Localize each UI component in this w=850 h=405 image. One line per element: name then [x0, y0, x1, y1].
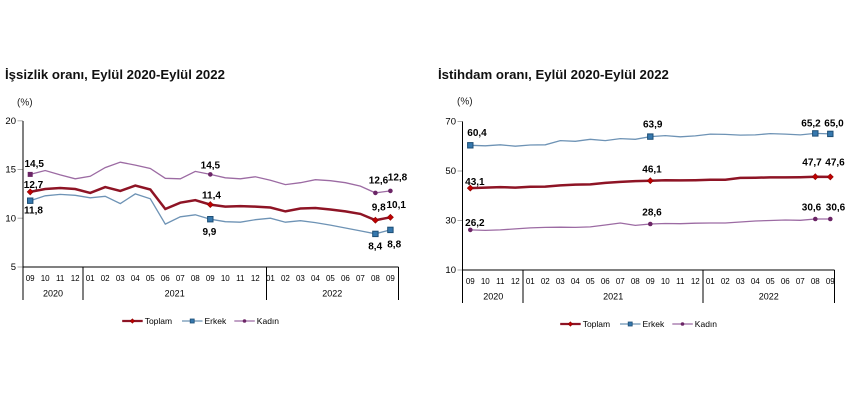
svg-text:2020: 2020: [43, 289, 63, 299]
svg-text:10: 10: [5, 213, 16, 224]
svg-text:09: 09: [826, 277, 835, 286]
svg-text:05: 05: [326, 274, 335, 283]
svg-text:10: 10: [221, 274, 230, 283]
svg-text:07: 07: [356, 274, 365, 283]
svg-text:08: 08: [631, 277, 640, 286]
svg-text:02: 02: [101, 274, 110, 283]
svg-text:09: 09: [646, 277, 655, 286]
svg-text:2021: 2021: [603, 292, 623, 302]
svg-text:01: 01: [706, 277, 715, 286]
svg-text:Kadın: Kadın: [257, 316, 279, 326]
svg-text:65,2: 65,2: [801, 118, 821, 129]
svg-text:46,1: 46,1: [642, 165, 662, 176]
svg-text:12: 12: [511, 277, 520, 286]
svg-text:10: 10: [41, 274, 50, 283]
svg-text:03: 03: [296, 274, 305, 283]
svg-text:Toplam: Toplam: [145, 316, 172, 326]
svg-text:47,6: 47,6: [825, 158, 845, 169]
svg-text:65,0: 65,0: [824, 118, 844, 129]
svg-text:Erkek: Erkek: [205, 316, 227, 326]
svg-text:11: 11: [676, 277, 685, 286]
svg-text:12: 12: [251, 274, 260, 283]
svg-text:12,8: 12,8: [388, 173, 408, 184]
svg-text:İşsizlik oranı, Eylül 2020-Eyl: İşsizlik oranı, Eylül 2020-Eylül 2022: [5, 67, 225, 82]
svg-text:11: 11: [236, 274, 245, 283]
svg-text:04: 04: [131, 274, 140, 283]
svg-text:10: 10: [445, 265, 456, 276]
svg-text:04: 04: [571, 277, 580, 286]
svg-text:15: 15: [5, 165, 16, 176]
svg-text:60,4: 60,4: [467, 128, 487, 139]
svg-text:09: 09: [206, 274, 215, 283]
svg-text:63,9: 63,9: [643, 120, 663, 131]
svg-text:10: 10: [481, 277, 490, 286]
svg-text:01: 01: [526, 277, 535, 286]
svg-text:Toplam: Toplam: [583, 319, 610, 329]
svg-text:(%): (%): [17, 98, 33, 109]
svg-text:08: 08: [811, 277, 820, 286]
svg-text:70: 70: [445, 117, 456, 128]
svg-text:8,8: 8,8: [387, 239, 401, 250]
svg-text:07: 07: [176, 274, 185, 283]
svg-text:06: 06: [161, 274, 170, 283]
svg-text:12,7: 12,7: [24, 180, 44, 191]
svg-text:11,8: 11,8: [24, 206, 43, 217]
svg-text:02: 02: [541, 277, 550, 286]
svg-text:01: 01: [86, 274, 95, 283]
svg-text:03: 03: [116, 274, 125, 283]
svg-text:08: 08: [191, 274, 200, 283]
svg-text:12,6: 12,6: [369, 175, 389, 186]
svg-text:14,5: 14,5: [24, 159, 44, 170]
svg-text:2022: 2022: [759, 292, 779, 302]
svg-text:28,6: 28,6: [642, 208, 662, 219]
svg-text:2021: 2021: [165, 289, 185, 299]
svg-text:06: 06: [341, 274, 350, 283]
svg-text:Kadın: Kadın: [695, 319, 717, 329]
svg-text:30: 30: [445, 216, 456, 227]
svg-text:50: 50: [445, 166, 456, 177]
svg-text:09: 09: [466, 277, 475, 286]
svg-text:14,5: 14,5: [201, 160, 221, 171]
svg-text:10: 10: [661, 277, 670, 286]
svg-text:Erkek: Erkek: [643, 319, 665, 329]
svg-text:30,6: 30,6: [802, 203, 822, 214]
svg-text:09: 09: [386, 274, 395, 283]
svg-text:9,9: 9,9: [202, 227, 216, 238]
svg-text:03: 03: [556, 277, 565, 286]
svg-text:04: 04: [751, 277, 760, 286]
svg-text:10,1: 10,1: [386, 200, 406, 211]
svg-text:06: 06: [781, 277, 790, 286]
svg-text:02: 02: [281, 274, 290, 283]
svg-text:(%): (%): [457, 97, 473, 108]
svg-text:07: 07: [616, 277, 625, 286]
svg-text:8,4: 8,4: [368, 241, 382, 252]
svg-text:5: 5: [11, 262, 16, 273]
svg-text:01: 01: [266, 274, 275, 283]
svg-text:9,8: 9,8: [372, 202, 386, 213]
svg-text:2020: 2020: [483, 292, 503, 302]
svg-text:09: 09: [26, 274, 35, 283]
svg-text:12: 12: [71, 274, 80, 283]
svg-text:İstihdam oranı, Eylül 2020-Eyl: İstihdam oranı, Eylül 2020-Eylül 2022: [438, 67, 669, 82]
svg-text:04: 04: [311, 274, 320, 283]
svg-text:2022: 2022: [322, 289, 342, 299]
svg-text:05: 05: [766, 277, 775, 286]
svg-text:11,4: 11,4: [202, 191, 221, 202]
svg-text:05: 05: [146, 274, 155, 283]
svg-text:20: 20: [5, 116, 16, 127]
svg-text:08: 08: [371, 274, 380, 283]
svg-text:05: 05: [586, 277, 595, 286]
svg-text:02: 02: [721, 277, 730, 286]
svg-text:30,6: 30,6: [826, 203, 846, 214]
svg-text:47,7: 47,7: [802, 158, 822, 169]
svg-text:26,2: 26,2: [465, 218, 485, 229]
svg-text:11: 11: [496, 277, 505, 286]
svg-text:11: 11: [56, 274, 65, 283]
svg-text:43,1: 43,1: [465, 177, 485, 188]
svg-text:12: 12: [691, 277, 700, 286]
svg-text:03: 03: [736, 277, 745, 286]
svg-text:07: 07: [796, 277, 805, 286]
svg-text:06: 06: [601, 277, 610, 286]
